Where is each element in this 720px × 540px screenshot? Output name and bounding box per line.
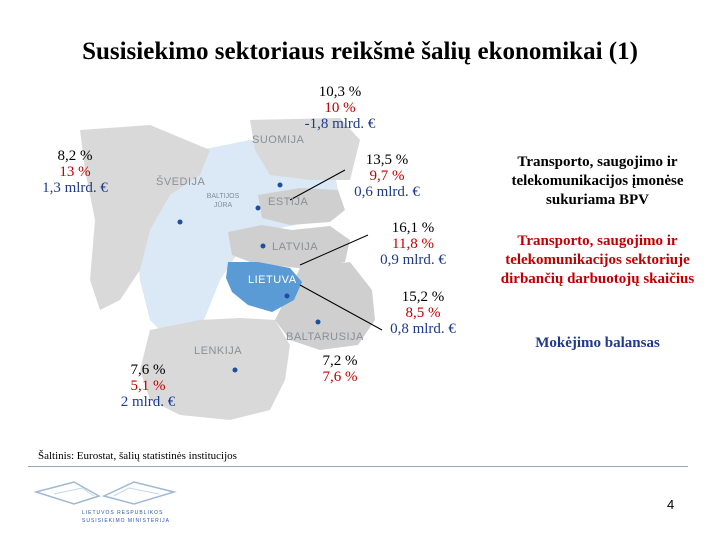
slide-title: Susisiekimo sektoriaus reikšmė šalių eko… <box>82 38 638 65</box>
svedija-bpv: 8,2 % <box>57 148 93 164</box>
label-lenkija: LENKIJA <box>194 345 243 357</box>
stockholm-dot <box>177 219 183 225</box>
label-latvija: LATVIJA <box>272 241 319 253</box>
baltarusija-bpv: 7,2 % <box>322 353 358 369</box>
label-lietuva: LIETUVA <box>248 274 297 286</box>
suomija-balansas: -1,8 mlrd. € <box>304 116 376 132</box>
label-svedija: ŠVEDIJA <box>156 176 206 188</box>
estonia-land <box>258 188 345 225</box>
poland-land <box>140 318 290 420</box>
latvija-balansas: 0,9 mlrd. € <box>380 252 446 268</box>
logo-line2: SUSISIEKIMO MINISTERIJA <box>82 518 171 524</box>
latvia-land <box>228 225 350 270</box>
minsk-dot <box>315 319 321 325</box>
svedija-darbuotojai: 13 % <box>59 164 91 180</box>
legend-darbuotojai: Transporto, saugojimo ir telekomunikacij… <box>500 233 695 287</box>
figures-svedija: 8,2 % 13 % 1,3 mlrd. € <box>30 148 120 196</box>
suomija-darbuotojai: 10 % <box>324 100 356 116</box>
figures-lietuva: 15,2 % 8,5 % 0,8 mlrd. € <box>378 289 468 337</box>
figures-suomija: 10,3 % 10 % -1,8 mlrd. € <box>295 84 385 132</box>
label-baltarusija: BALTARUSIJA <box>286 331 364 343</box>
label-estija: ESTIJA <box>268 196 309 208</box>
estija-darbuotojai: 9,7 % <box>369 168 405 184</box>
logo-line1: LIETUVOS RESPUBLIKOS <box>82 510 164 516</box>
finland-land <box>250 118 360 180</box>
latvija-darbuotojai: 11,8 % <box>392 236 434 252</box>
figures-estija: 13,5 % 9,7 % 0,6 mlrd. € <box>342 152 432 200</box>
lenkija-balansas: 2 mlrd. € <box>120 394 176 410</box>
tallinn-dot <box>255 205 261 211</box>
suomija-bpv: 10,3 % <box>318 84 362 100</box>
figures-baltarusija: 7,2 % 7,6 % <box>305 353 375 385</box>
legend-balansas: Mokėjimo balansas <box>535 335 660 351</box>
lietuva-balansas: 0,8 mlrd. € <box>390 321 456 337</box>
figures-latvija: 16,1 % 11,8 % 0,9 mlrd. € <box>368 220 458 268</box>
latvija-bpv: 16,1 % <box>391 220 435 236</box>
lithuania-leader <box>299 284 383 331</box>
footer-divider <box>28 466 688 467</box>
estija-balansas: 0,6 mlrd. € <box>354 184 420 200</box>
helsinki-dot <box>277 182 283 188</box>
warsaw-dot <box>232 367 238 373</box>
label-suomija: SUOMIJA <box>252 134 305 146</box>
lietuva-bpv: 15,2 % <box>401 289 445 305</box>
estija-bpv: 13,5 % <box>365 152 409 168</box>
sweden-land <box>80 125 210 310</box>
ministry-logo-icon <box>34 481 177 505</box>
lenkija-bpv: 7,6 % <box>130 362 166 378</box>
baltarusija-darbuotojai: 7,6 % <box>322 369 358 385</box>
latvia-leader <box>299 234 369 266</box>
vilnius-dot <box>284 293 290 299</box>
svedija-balansas: 1,3 mlrd. € <box>42 180 108 196</box>
source-note: Šaltinis: Eurostat, šalių statistinės in… <box>38 450 237 462</box>
lenkija-darbuotojai: 5,1 % <box>130 378 166 394</box>
lietuva-darbuotojai: 8,5 % <box>405 305 441 321</box>
figures-lenkija: 7,6 % 5,1 % 2 mlrd. € <box>103 362 193 410</box>
lithuania-land <box>226 262 302 312</box>
page-number: 4 <box>667 497 675 512</box>
estonia-leader <box>289 169 346 201</box>
legend-bpv: Transporto, saugojimo ir telekomunikacij… <box>511 154 684 208</box>
riga-dot <box>260 243 266 249</box>
label-baltijos-jura: BALTIJOS JŪRA <box>206 193 240 209</box>
